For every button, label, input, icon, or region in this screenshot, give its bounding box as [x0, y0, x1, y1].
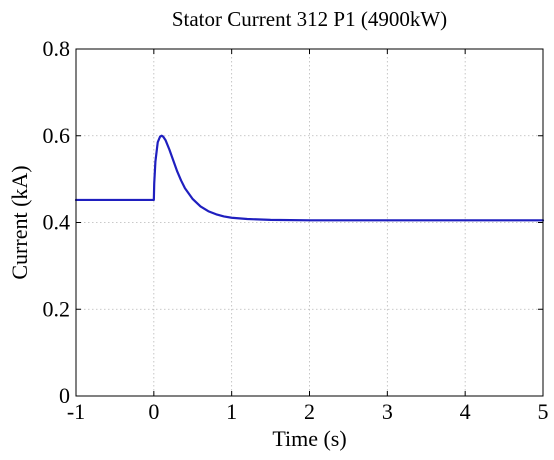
y-tick-label: 0.8	[43, 36, 71, 61]
series-line	[74, 134, 545, 222]
x-axis-label: Time (s)	[272, 426, 346, 451]
grid-lines	[76, 49, 543, 396]
x-tick-label: -1	[67, 399, 85, 424]
x-tick-label: 3	[382, 399, 393, 424]
y-tick-label: 0.6	[43, 123, 71, 148]
axis-tick-labels: -1 0 1 2 3 4 500.20.40.60.8	[43, 36, 549, 424]
axis-ticks	[75, 48, 544, 397]
chart-title: Stator Current 312 P1 (4900kW)	[172, 7, 447, 31]
x-tick-label: 2	[304, 399, 315, 424]
x-tick-label: 5	[538, 399, 549, 424]
y-tick-label: 0.4	[43, 210, 71, 235]
x-tick-label: 4	[460, 399, 471, 424]
series-layer	[74, 134, 545, 222]
y-tick-label: 0	[59, 383, 70, 408]
y-axis-label: Current (kA)	[7, 165, 32, 279]
x-tick-label: 1	[226, 399, 237, 424]
x-tick-label: 0	[148, 399, 159, 424]
y-tick-label: 0.2	[43, 296, 71, 321]
